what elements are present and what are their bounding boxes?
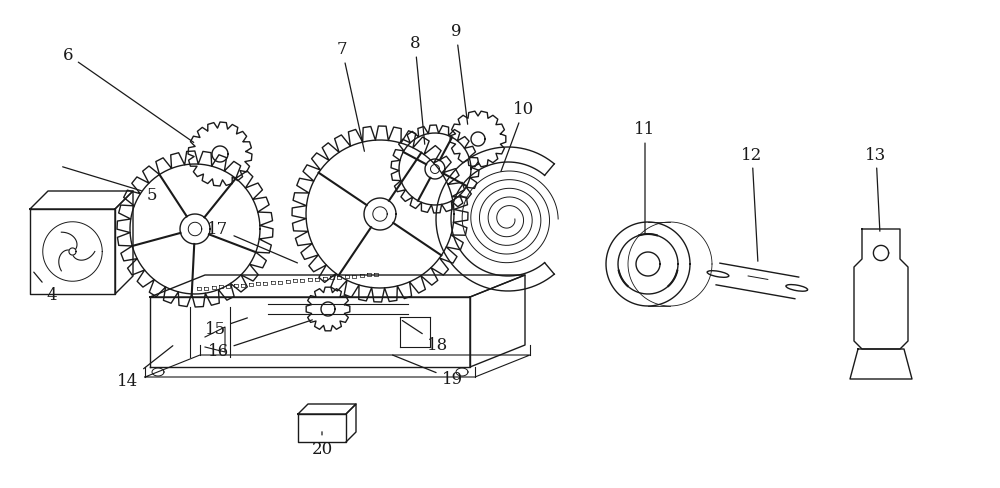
Text: 7: 7 [337, 41, 364, 152]
Text: 5: 5 [63, 167, 157, 203]
Text: 18: 18 [402, 321, 449, 353]
Text: 10: 10 [501, 102, 535, 172]
Text: 16: 16 [207, 320, 312, 360]
Text: 17: 17 [207, 221, 297, 264]
Text: 20: 20 [311, 432, 333, 458]
Text: 8: 8 [410, 36, 425, 145]
Text: 9: 9 [451, 23, 468, 125]
Text: 11: 11 [634, 121, 656, 235]
Text: 15: 15 [204, 318, 247, 338]
Text: 13: 13 [865, 146, 887, 232]
Text: 12: 12 [741, 146, 763, 262]
Text: 14: 14 [117, 346, 173, 390]
Text: 4: 4 [34, 273, 57, 303]
Text: 19: 19 [393, 355, 463, 387]
Text: 6: 6 [63, 47, 194, 143]
